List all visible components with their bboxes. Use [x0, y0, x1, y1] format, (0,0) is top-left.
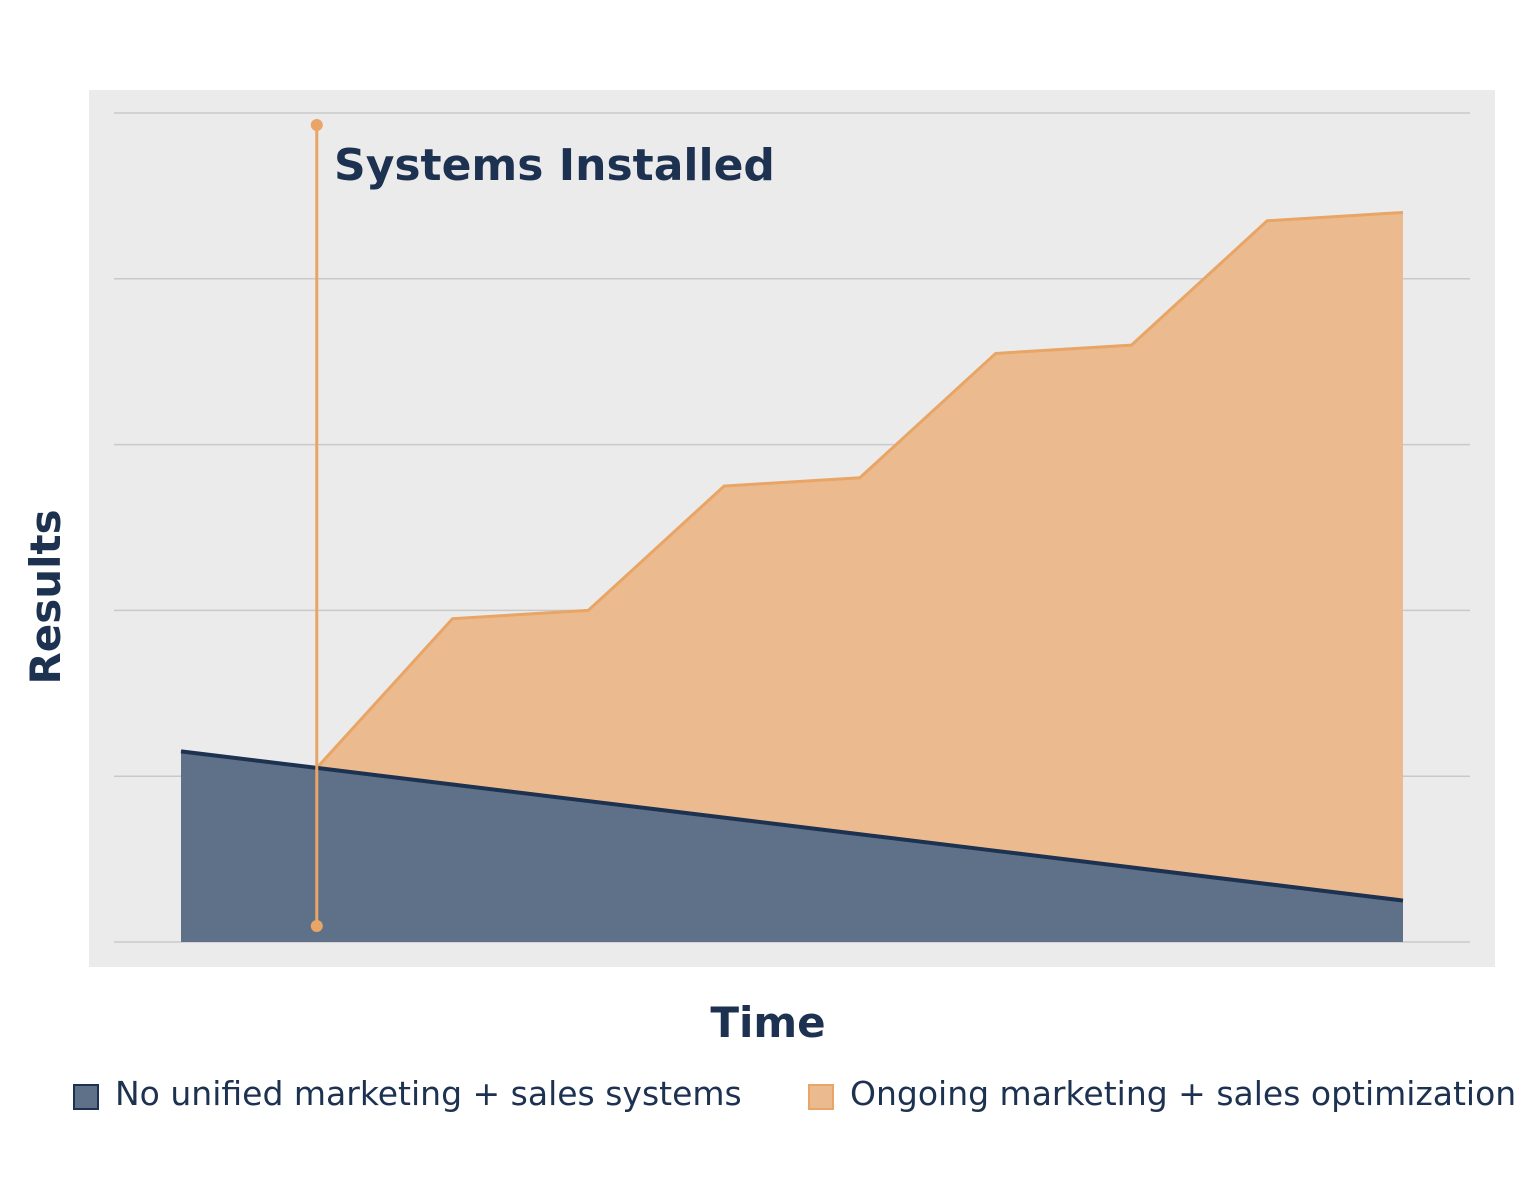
- legend-swatch-optimization: [808, 1083, 834, 1110]
- legend-label-no-systems: No unified marketing + sales systems: [115, 1074, 742, 1113]
- optimization-area: [316, 212, 1403, 901]
- no-systems-area: [181, 751, 1403, 942]
- legend-label-optimization: Ongoing marketing + sales optimization: [850, 1074, 1517, 1113]
- no-systems-line: [180, 749, 1404, 903]
- legend-swatch-no-systems: [73, 1083, 99, 1110]
- legend-item-no-systems: No unified marketing + sales systems: [73, 1074, 742, 1113]
- optimization-line: [315, 210, 1404, 769]
- systems-installed-marker-bottom-dot: [310, 920, 323, 932]
- legend: No unified marketing + sales systems Ong…: [0, 1074, 1536, 1124]
- systems-installed-marker-top-dot: [310, 119, 323, 131]
- y-axis-label: Results: [21, 509, 70, 684]
- x-axis-label: Time: [710, 998, 825, 1047]
- systems-installed-annotation: Systems Installed: [334, 140, 775, 191]
- legend-item-optimization: Ongoing marketing + sales optimization: [808, 1074, 1516, 1113]
